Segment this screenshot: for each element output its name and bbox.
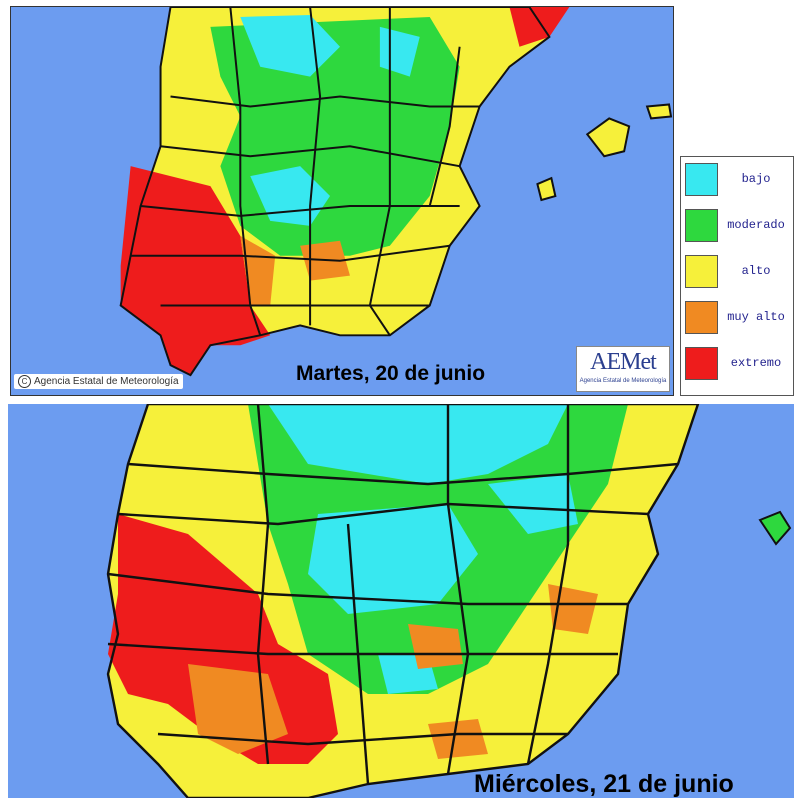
legend-swatch-moderado — [685, 209, 718, 242]
legend-item-moderado: moderado — [681, 205, 793, 249]
province-borders — [119, 7, 551, 377]
legend-label-extremo: extremo — [730, 356, 782, 370]
risk-legend: bajo moderado alto muy alto extremo — [680, 156, 794, 396]
island-ibiza — [758, 510, 792, 546]
zone-extremo-northeast — [509, 7, 570, 47]
zone-bajo-center — [308, 504, 478, 614]
copyright-icon: C — [18, 375, 31, 388]
legend-swatch-extremo — [685, 347, 718, 380]
island-menorca — [645, 103, 673, 120]
legend-item-bajo: bajo — [681, 159, 793, 203]
zone-muy-alto-south — [428, 719, 488, 759]
legend-item-extremo: extremo — [681, 343, 793, 387]
zone-muy-alto-center — [408, 624, 463, 669]
risk-map-wednesday — [106, 404, 792, 798]
legend-item-muy-alto: muy alto — [681, 297, 793, 341]
legend-item-alto: alto — [681, 251, 793, 295]
legend-label-moderado: moderado — [727, 218, 785, 232]
legend-swatch-bajo — [685, 163, 718, 196]
island-ibiza — [536, 176, 557, 202]
province-borders — [106, 404, 700, 798]
logo-subtext: Agencia Estatal de Meteorología — [579, 378, 667, 384]
legend-swatch-muy-alto — [685, 301, 718, 334]
zone-bajo-north — [268, 404, 568, 484]
aemet-logo: AEMet Agencia Estatal de Meteorología — [576, 346, 670, 392]
legend-label-bajo: bajo — [741, 172, 771, 186]
copyright-credit: C Agencia Estatal de Meteorología — [14, 374, 183, 389]
zone-extremo-west — [108, 514, 338, 764]
day-caption-wednesday: Miércoles, 21 de junio — [474, 770, 734, 798]
zone-bajo-north — [240, 14, 341, 77]
zone-bajo-east — [488, 474, 578, 534]
legend-label-alto: alto — [741, 264, 771, 278]
zone-muy-alto-southwest — [188, 664, 288, 754]
map-wednesday — [8, 404, 794, 798]
legend-swatch-alto — [685, 255, 718, 288]
map-tuesday — [10, 6, 674, 396]
island-mallorca — [585, 117, 631, 158]
copyright-text: Agencia Estatal de Meteorología — [34, 376, 179, 387]
risk-map-tuesday — [119, 7, 673, 377]
zone-muy-alto-southeast — [548, 584, 598, 634]
day-caption-tuesday: Martes, 20 de junio — [296, 362, 486, 385]
zone-extremo-southwest — [120, 166, 271, 376]
logo-wordmark: AEMet — [590, 349, 657, 375]
legend-label-muy-alto: muy alto — [727, 310, 785, 324]
